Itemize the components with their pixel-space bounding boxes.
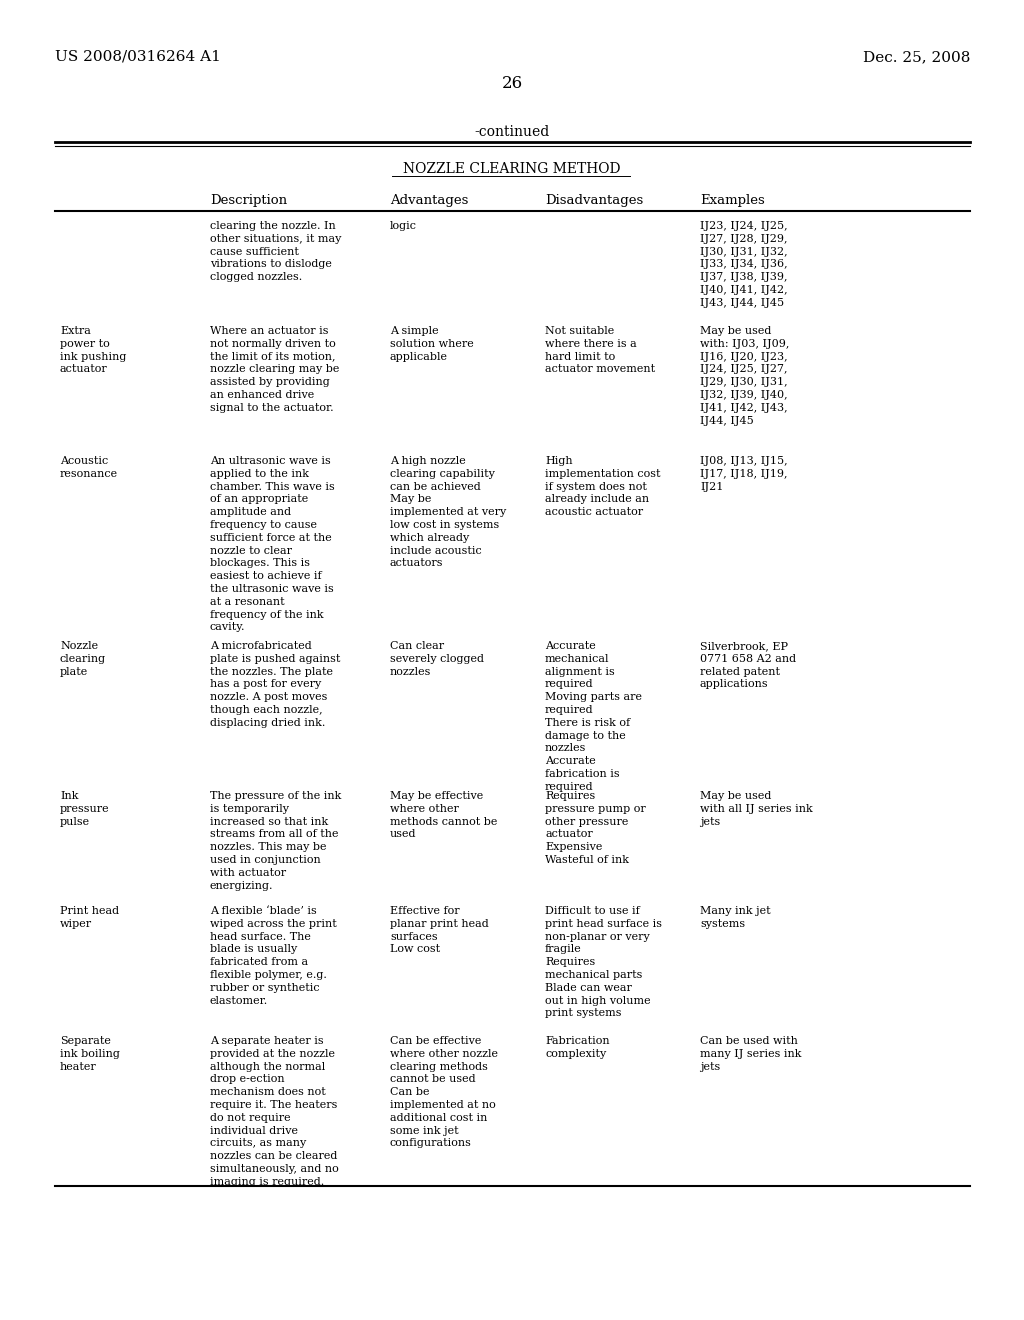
Text: Print head
wiper: Print head wiper bbox=[60, 906, 119, 929]
Text: logic: logic bbox=[390, 220, 417, 231]
Text: High
implementation cost
if system does not
already include an
acoustic actuator: High implementation cost if system does … bbox=[545, 455, 660, 517]
Text: Separate
ink boiling
heater: Separate ink boiling heater bbox=[60, 1036, 120, 1072]
Text: A high nozzle
clearing capability
can be achieved
May be
implemented at very
low: A high nozzle clearing capability can be… bbox=[390, 455, 506, 569]
Text: -continued: -continued bbox=[474, 125, 550, 139]
Text: Accurate
mechanical
alignment is
required
Moving parts are
required
There is ris: Accurate mechanical alignment is require… bbox=[545, 642, 642, 792]
Text: 26: 26 bbox=[502, 75, 522, 92]
Text: The pressure of the ink
is temporarily
increased so that ink
streams from all of: The pressure of the ink is temporarily i… bbox=[210, 791, 341, 891]
Text: Examples: Examples bbox=[700, 194, 765, 207]
Text: Advantages: Advantages bbox=[390, 194, 468, 207]
Text: Silverbrook, EP
0771 658 A2 and
related patent
applications: Silverbrook, EP 0771 658 A2 and related … bbox=[700, 642, 796, 689]
Text: Fabrication
complexity: Fabrication complexity bbox=[545, 1036, 609, 1059]
Text: Can be effective
where other nozzle
clearing methods
cannot be used
Can be
imple: Can be effective where other nozzle clea… bbox=[390, 1036, 498, 1148]
Text: IJ08, IJ13, IJ15,
IJ17, IJ18, IJ19,
IJ21: IJ08, IJ13, IJ15, IJ17, IJ18, IJ19, IJ21 bbox=[700, 455, 787, 491]
Text: Difficult to use if
print head surface is
non-planar or very
fragile
Requires
me: Difficult to use if print head surface i… bbox=[545, 906, 662, 1019]
Text: An ultrasonic wave is
applied to the ink
chamber. This wave is
of an appropriate: An ultrasonic wave is applied to the ink… bbox=[210, 455, 335, 632]
Text: Can clear
severely clogged
nozzles: Can clear severely clogged nozzles bbox=[390, 642, 484, 677]
Text: Requires
pressure pump or
other pressure
actuator
Expensive
Wasteful of ink: Requires pressure pump or other pressure… bbox=[545, 791, 646, 865]
Text: Where an actuator is
not normally driven to
the limit of its motion,
nozzle clea: Where an actuator is not normally driven… bbox=[210, 326, 339, 413]
Text: A simple
solution where
applicable: A simple solution where applicable bbox=[390, 326, 474, 362]
Text: Not suitable
where there is a
hard limit to
actuator movement: Not suitable where there is a hard limit… bbox=[545, 326, 655, 375]
Text: Nozzle
clearing
plate: Nozzle clearing plate bbox=[60, 642, 106, 677]
Text: Ink
pressure
pulse: Ink pressure pulse bbox=[60, 791, 110, 826]
Text: May be used
with all IJ series ink
jets: May be used with all IJ series ink jets bbox=[700, 791, 813, 826]
Text: Description: Description bbox=[210, 194, 287, 207]
Text: Disadvantages: Disadvantages bbox=[545, 194, 643, 207]
Text: Acoustic
resonance: Acoustic resonance bbox=[60, 455, 118, 479]
Text: Effective for
planar print head
surfaces
Low cost: Effective for planar print head surfaces… bbox=[390, 906, 488, 954]
Text: A separate heater is
provided at the nozzle
although the normal
drop e-ection
me: A separate heater is provided at the noz… bbox=[210, 1036, 339, 1187]
Text: Dec. 25, 2008: Dec. 25, 2008 bbox=[862, 50, 970, 63]
Text: May be used
with: IJ03, IJ09,
IJ16, IJ20, IJ23,
IJ24, IJ25, IJ27,
IJ29, IJ30, IJ: May be used with: IJ03, IJ09, IJ16, IJ20… bbox=[700, 326, 790, 425]
Text: May be effective
where other
methods cannot be
used: May be effective where other methods can… bbox=[390, 791, 498, 840]
Text: Can be used with
many IJ series ink
jets: Can be used with many IJ series ink jets bbox=[700, 1036, 802, 1072]
Text: NOZZLE CLEARING METHOD: NOZZLE CLEARING METHOD bbox=[403, 162, 621, 176]
Text: A microfabricated
plate is pushed against
the nozzles. The plate
has a post for : A microfabricated plate is pushed agains… bbox=[210, 642, 340, 727]
Text: IJ23, IJ24, IJ25,
IJ27, IJ28, IJ29,
IJ30, IJ31, IJ32,
IJ33, IJ34, IJ36,
IJ37, IJ: IJ23, IJ24, IJ25, IJ27, IJ28, IJ29, IJ30… bbox=[700, 220, 787, 308]
Text: US 2008/0316264 A1: US 2008/0316264 A1 bbox=[55, 50, 221, 63]
Text: Extra
power to
ink pushing
actuator: Extra power to ink pushing actuator bbox=[60, 326, 126, 375]
Text: clearing the nozzle. In
other situations, it may
cause sufficient
vibrations to : clearing the nozzle. In other situations… bbox=[210, 220, 341, 282]
Text: Many ink jet
systems: Many ink jet systems bbox=[700, 906, 771, 929]
Text: A flexible ‘blade’ is
wiped across the print
head surface. The
blade is usually
: A flexible ‘blade’ is wiped across the p… bbox=[210, 906, 337, 1006]
